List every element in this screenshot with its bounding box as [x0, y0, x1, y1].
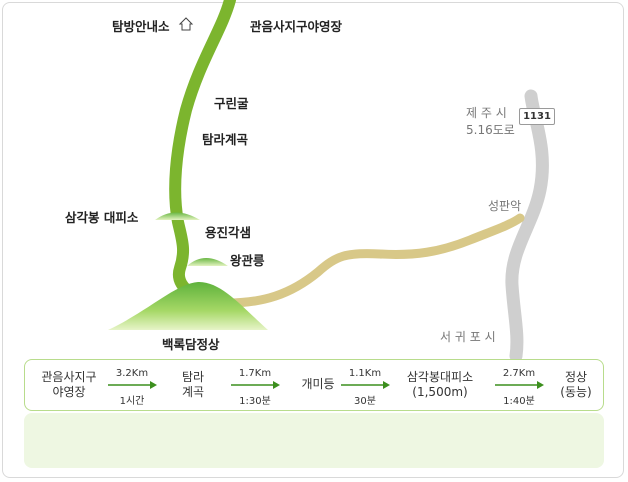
seongpanak-trail — [223, 213, 525, 308]
label-jeju-city: 제 주 시 — [466, 106, 507, 120]
label-yongjingaksaem: 용진각샘 — [205, 225, 252, 240]
road-number-badge: 1131 — [519, 108, 555, 125]
label-samgakbong-shelter: 삼각봉 대피소 — [65, 210, 139, 225]
house-outline-icon — [178, 17, 194, 31]
segment-time: 1:30분 — [239, 396, 271, 407]
info-panel — [24, 413, 604, 468]
hallasan-mountain — [108, 281, 268, 330]
segment-distance: 3.2Km — [115, 368, 149, 379]
label-gwaneumsa-campground: 관음사지구야영장 — [250, 19, 343, 34]
gwaneumsa-trail — [169, 0, 236, 298]
arrow-right-icon — [231, 381, 280, 389]
label-wanggwalleung: 왕관릉 — [230, 253, 265, 268]
road-516 — [505, 89, 549, 363]
label-gureongul: 구린굴 — [214, 96, 249, 111]
route-stop-gwaneumsa: 관음사지구 야영장 — [41, 370, 97, 399]
label-seogwipo-city: 서 귀 포 시 — [440, 330, 496, 344]
segment-time: 1:40분 — [503, 396, 535, 407]
segment-distance: 1.1Km — [348, 368, 382, 379]
segment-distance: 1.7Km — [238, 368, 272, 379]
label-seongpanak: 성판악 — [488, 199, 522, 213]
label-road-516: 5.16도로 — [466, 123, 515, 137]
route-stop-summit: 정상 (동능) — [560, 370, 592, 399]
arrow-right-icon — [341, 381, 390, 389]
route-stop-tamna: 탐라 계곡 — [181, 370, 205, 399]
wanggwan-hill — [187, 258, 228, 266]
route-stop-gaemideung: 개미등 — [301, 377, 335, 391]
segment-distance: 2.7Km — [502, 368, 536, 379]
label-baengnokdam-summit: 백록담정상 — [162, 337, 220, 352]
arrow-right-icon — [495, 381, 544, 389]
samgakbong-hill — [155, 212, 200, 220]
segment-time: 1시간 — [119, 396, 145, 407]
arrow-right-icon — [108, 381, 157, 389]
label-info-center: 탐방안내소 — [112, 19, 170, 34]
route-stop-samgakbong: 삼각봉대피소 (1,500m) — [406, 370, 474, 399]
segment-time: 30분 — [354, 396, 376, 407]
label-tamna-valley: 탐라계곡 — [202, 132, 249, 147]
